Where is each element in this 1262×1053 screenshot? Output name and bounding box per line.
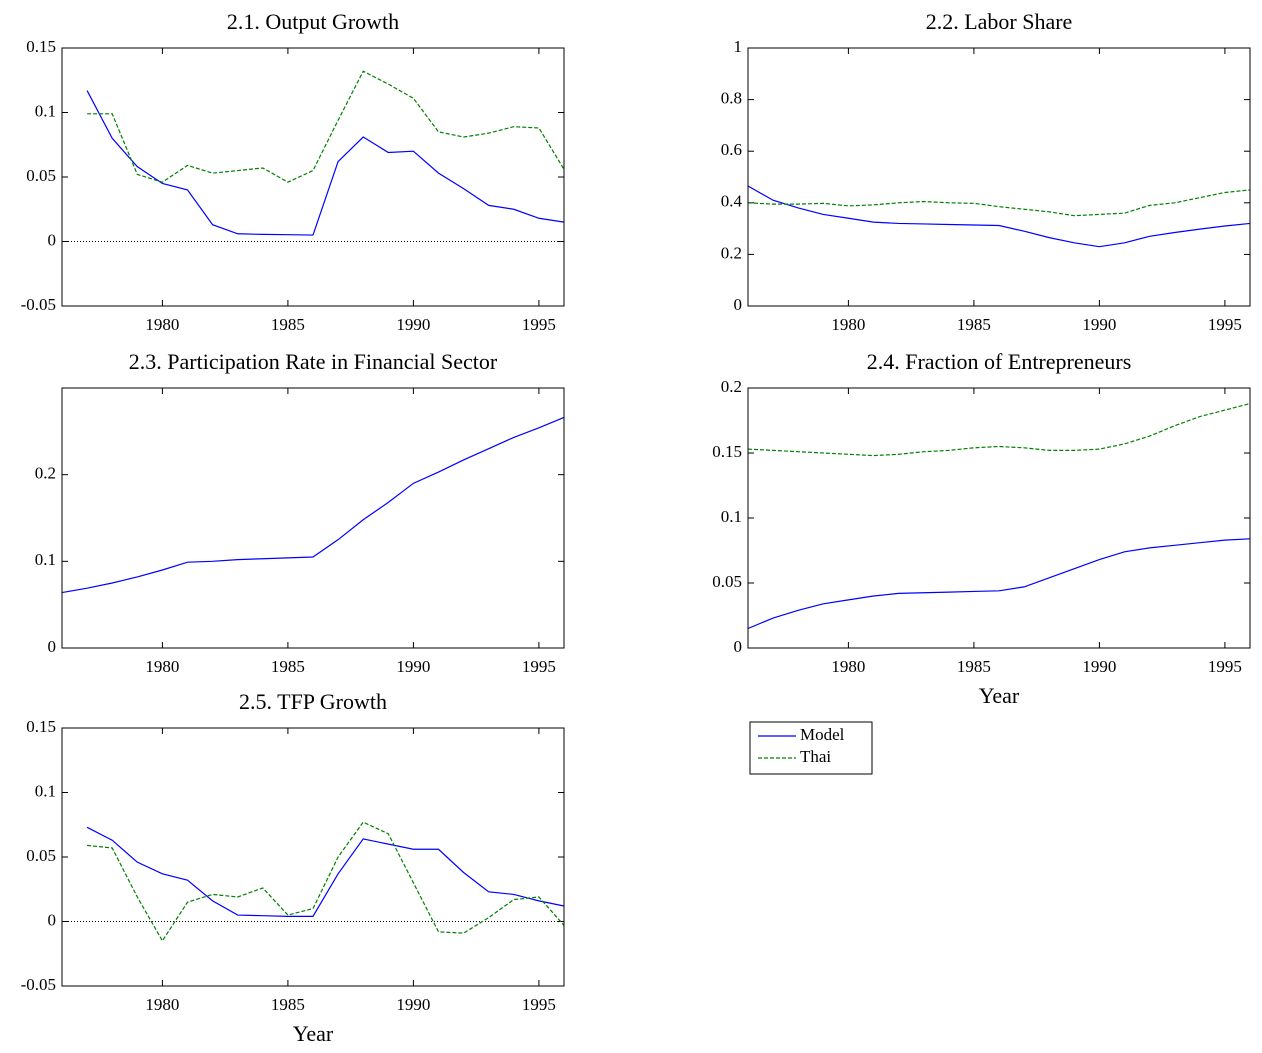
x-tick-label: 1990 xyxy=(1082,315,1116,334)
y-tick-label: 0.4 xyxy=(721,192,743,211)
x-tick-label: 1985 xyxy=(271,315,305,334)
series-line xyxy=(87,821,565,943)
y-tick-label: 0.2 xyxy=(721,243,742,262)
y-tick-label: 0.6 xyxy=(721,140,742,159)
y-tick-label: 1 xyxy=(734,37,743,56)
legend-label: Thai xyxy=(800,747,831,766)
x-tick-label: 1980 xyxy=(145,657,179,676)
x-axis-label: Year xyxy=(979,683,1020,708)
y-tick-label: 0.05 xyxy=(26,166,56,185)
series-line xyxy=(86,826,565,917)
y-tick-label: 0.15 xyxy=(26,37,56,56)
series-line xyxy=(747,538,1251,630)
x-tick-label: 1980 xyxy=(145,315,179,334)
y-tick-label: 0.1 xyxy=(721,507,742,526)
x-tick-label: 1990 xyxy=(396,315,430,334)
y-tick-label: 0.15 xyxy=(26,717,56,736)
y-tick-label: 0.1 xyxy=(35,781,56,800)
y-tick-label: 0 xyxy=(48,910,57,929)
x-tick-label: 1985 xyxy=(957,657,991,676)
y-tick-label: 0 xyxy=(734,295,743,314)
series-line xyxy=(86,90,565,236)
x-tick-label: 1995 xyxy=(1208,315,1242,334)
chart-title: 2.1. Output Growth xyxy=(227,9,399,34)
x-tick-label: 1985 xyxy=(957,315,991,334)
series-line xyxy=(747,185,1251,248)
y-tick-label: 0.05 xyxy=(712,572,742,591)
y-tick-label: -0.05 xyxy=(21,295,56,314)
x-tick-label: 1980 xyxy=(145,995,179,1014)
chart-title: 2.2. Labor Share xyxy=(926,9,1073,34)
x-tick-label: 1980 xyxy=(831,315,865,334)
x-tick-label: 1985 xyxy=(271,995,305,1014)
x-tick-label: 1985 xyxy=(271,657,305,676)
plot-frame xyxy=(61,727,565,987)
y-tick-label: 0.1 xyxy=(35,550,56,569)
series-line xyxy=(747,189,1251,217)
x-tick-label: 1995 xyxy=(522,657,556,676)
x-tick-label: 1995 xyxy=(522,315,556,334)
y-tick-label: -0.05 xyxy=(21,975,56,994)
legend-box xyxy=(749,721,873,775)
y-tick-label: 0 xyxy=(734,637,743,656)
y-tick-label: 0.2 xyxy=(35,464,56,483)
y-tick-label: 0.1 xyxy=(35,101,56,120)
chart-title: 2.3. Participation Rate in Financial Sec… xyxy=(129,349,498,374)
plot-frame xyxy=(747,387,1251,649)
x-tick-label: 1995 xyxy=(1208,657,1242,676)
x-tick-label: 1990 xyxy=(396,657,430,676)
series-line xyxy=(747,403,1251,457)
chart-title: 2.4. Fraction of Entrepreneurs xyxy=(867,349,1132,374)
y-tick-label: 0.2 xyxy=(721,377,742,396)
plot-frame xyxy=(747,47,1251,307)
x-tick-label: 1990 xyxy=(396,995,430,1014)
x-tick-label: 1995 xyxy=(522,995,556,1014)
y-tick-label: 0 xyxy=(48,637,57,656)
x-axis-label: Year xyxy=(293,1021,334,1046)
y-tick-label: 0 xyxy=(48,230,57,249)
legend-label: Model xyxy=(800,725,845,744)
x-tick-label: 1990 xyxy=(1082,657,1116,676)
chart-title: 2.5. TFP Growth xyxy=(239,689,387,714)
y-tick-label: 0.05 xyxy=(26,846,56,865)
plot-frame xyxy=(61,387,565,649)
y-tick-label: 0.8 xyxy=(721,89,742,108)
x-tick-label: 1980 xyxy=(831,657,865,676)
plot-frame xyxy=(61,47,565,307)
series-line xyxy=(87,70,565,183)
series-line xyxy=(61,416,565,594)
y-tick-label: 0.15 xyxy=(712,442,742,461)
